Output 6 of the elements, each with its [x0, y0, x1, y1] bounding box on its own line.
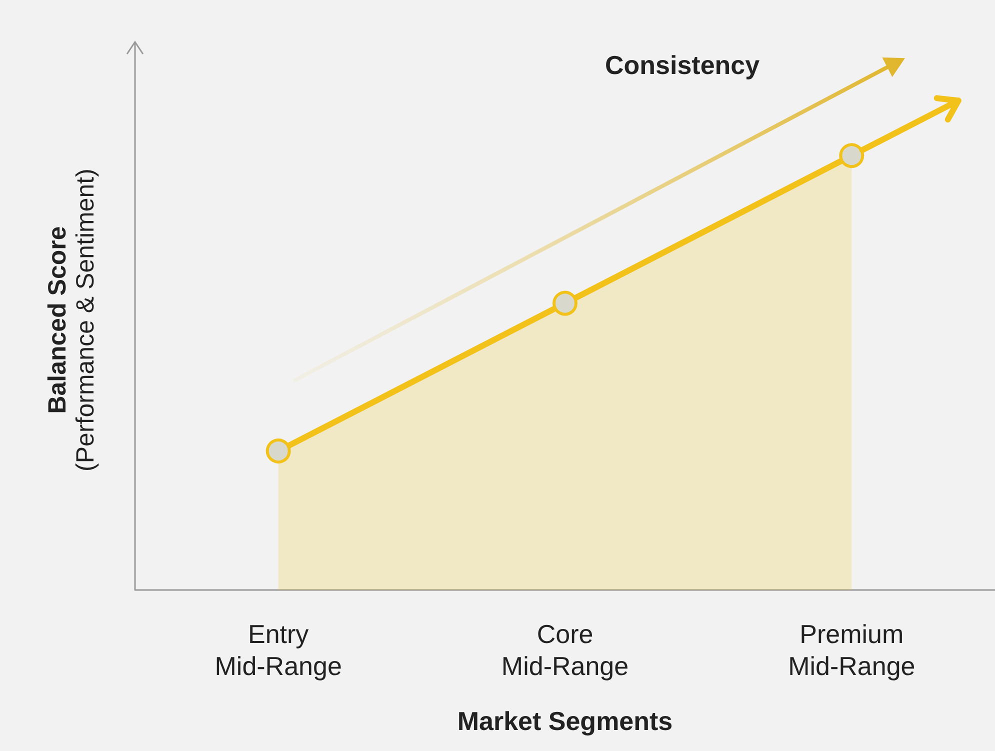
y-axis-title: Balanced Score (Performance & Sentiment): [44, 168, 100, 472]
x-tick-label: Core Mid-Range: [501, 619, 629, 681]
text: Consistency: [605, 50, 760, 82]
x-tick-label: Entry Mid-Range: [214, 619, 342, 681]
x-tick-label: Premium Mid-Range: [788, 619, 916, 681]
x-axis-title: Market Segments: [457, 706, 673, 736]
